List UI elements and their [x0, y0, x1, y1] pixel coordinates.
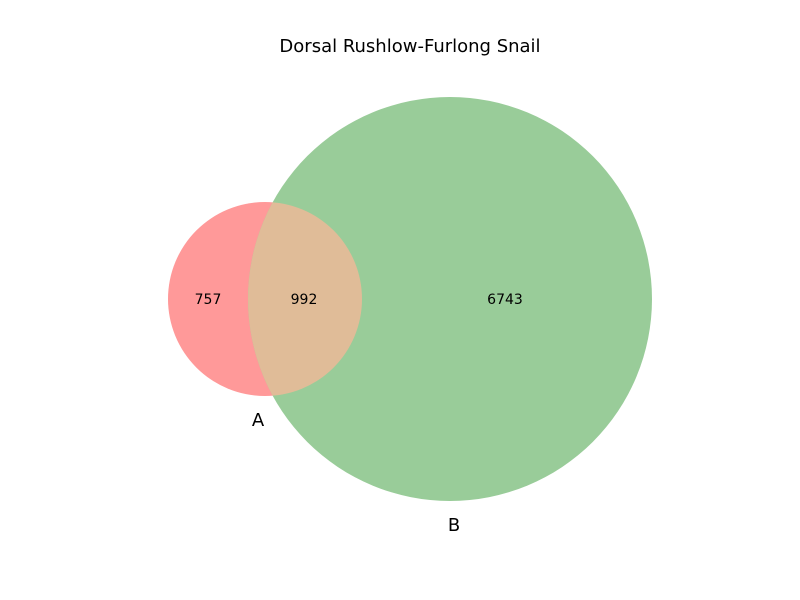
- region-a-b-overlap-count: 992: [291, 292, 318, 308]
- set-b-circle: [248, 97, 652, 501]
- region-b-only-count: 6743: [487, 292, 523, 308]
- set-b-label: B: [448, 515, 460, 536]
- region-a-only-count: 757: [195, 292, 222, 308]
- chart-title: Dorsal Rushlow-Furlong Snail: [279, 36, 540, 57]
- set-a-label: A: [252, 410, 265, 431]
